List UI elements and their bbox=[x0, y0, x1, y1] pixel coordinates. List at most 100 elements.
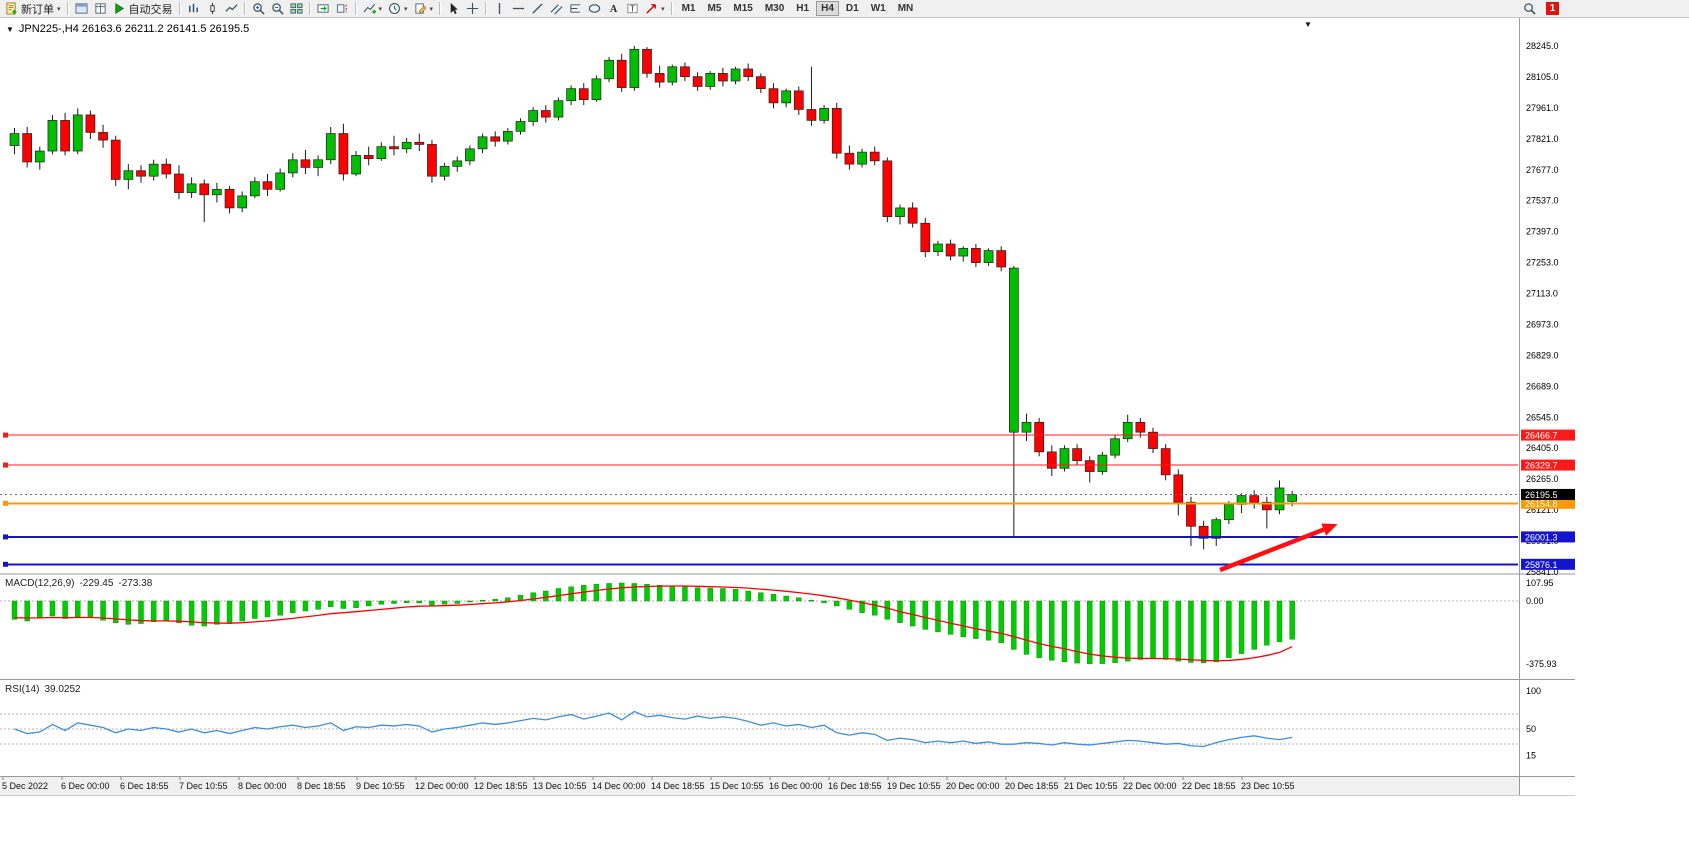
toolbar-candlestick-mode-button[interactable] bbox=[203, 1, 222, 17]
toolbar-cursor-button[interactable] bbox=[444, 1, 463, 17]
toolbar-algo-trading-label: 自动交易 bbox=[128, 3, 173, 16]
chart-menu-icon[interactable]: ▼ bbox=[6, 24, 14, 34]
toolbar-shapes-tool-button[interactable] bbox=[585, 1, 604, 17]
toolbar-right-group: 1 bbox=[1520, 1, 1559, 17]
line-anchor-marker[interactable] bbox=[3, 534, 8, 540]
timeframe-M1-button[interactable]: M1 bbox=[681, 3, 696, 14]
toolbar-separator bbox=[354, 2, 357, 15]
line-anchor-marker[interactable] bbox=[3, 432, 8, 438]
chart-title: ▼ JPN225-,H4 26163.6 26211.2 26141.5 261… bbox=[6, 23, 249, 35]
timeframe-H4-button[interactable]: H4 bbox=[816, 1, 839, 16]
timeframe-MN-button[interactable]: MN bbox=[897, 3, 914, 14]
svg-text:-375.93: -375.93 bbox=[1526, 659, 1557, 669]
svg-text:8 Dec 18:55: 8 Dec 18:55 bbox=[297, 781, 346, 791]
trend-arrow-annotation[interactable] bbox=[1219, 523, 1338, 573]
fib-icon bbox=[569, 2, 582, 15]
toolbar-zoom-out-button[interactable] bbox=[268, 1, 287, 17]
svg-text:100: 100 bbox=[1526, 686, 1541, 696]
zoom-out-icon bbox=[271, 2, 284, 15]
svg-text:26829.0: 26829.0 bbox=[1526, 350, 1559, 360]
toolbar-new-order-button[interactable]: 新订单 ▾ bbox=[2, 1, 64, 17]
timeframe-M5-button[interactable]: M5 bbox=[707, 3, 722, 14]
toolbar-chart-shift-button[interactable] bbox=[333, 1, 352, 17]
toolbar-fibonacci-tool-button[interactable] bbox=[566, 1, 585, 17]
toolbar-vertical-line-tool-button[interactable] bbox=[490, 1, 509, 17]
svg-text:26195.5: 26195.5 bbox=[1525, 490, 1558, 500]
dropdown-caret-icon: ▾ bbox=[404, 5, 408, 13]
toolbar-data-window-button[interactable] bbox=[91, 1, 110, 17]
timeframe-W1-button[interactable]: W1 bbox=[870, 3, 886, 14]
timeframe-M15-button[interactable]: M15 bbox=[733, 3, 753, 14]
svg-text:25841.0: 25841.0 bbox=[1526, 567, 1559, 577]
line-anchor-marker[interactable] bbox=[3, 561, 8, 567]
arrow-obj-icon bbox=[645, 2, 658, 15]
dropdown-caret-icon: ▾ bbox=[378, 5, 383, 13]
label-t-icon: T bbox=[626, 2, 639, 15]
svg-text:12 Dec 00:00: 12 Dec 00:00 bbox=[415, 781, 469, 791]
autoscroll-icon bbox=[316, 2, 330, 15]
toolbar-label-tool-button[interactable]: T bbox=[623, 1, 642, 17]
toolbar-horizontal-line-tool-button[interactable] bbox=[509, 1, 528, 17]
svg-text:8 Dec 00:00: 8 Dec 00:00 bbox=[238, 781, 287, 791]
line-anchor-marker[interactable] bbox=[3, 462, 8, 468]
timeframe-D1-button[interactable]: D1 bbox=[845, 3, 859, 14]
toolbar-search-button[interactable] bbox=[1520, 1, 1539, 17]
rsi-indicator-label: RSI(14) 39.0252 bbox=[5, 684, 81, 695]
svg-text:27961.0: 27961.0 bbox=[1526, 103, 1559, 113]
toolbar-arrow-objects-button[interactable]: ▾ bbox=[642, 1, 668, 17]
toolbar-separator bbox=[670, 2, 673, 15]
toolbar-separator bbox=[439, 2, 442, 15]
toolbar-separator bbox=[178, 2, 181, 15]
toolbar-periods-button[interactable]: ▾ bbox=[385, 1, 411, 17]
chart-background bbox=[0, 18, 1689, 858]
toolbar-crosshair-button[interactable] bbox=[463, 1, 482, 17]
toolbar-line-chart-mode-button[interactable] bbox=[222, 1, 241, 17]
toolbar-tile-windows-button[interactable] bbox=[287, 1, 306, 17]
book-icon bbox=[94, 2, 107, 15]
toolbar-separator bbox=[308, 2, 311, 15]
toolbar-auto-scroll-button[interactable] bbox=[314, 1, 333, 17]
scroll-to-end-icon[interactable]: ▼ bbox=[1304, 20, 1312, 29]
hline-objects[interactable] bbox=[0, 432, 1518, 567]
toolbar-zoom-in-button[interactable] bbox=[249, 1, 268, 17]
macd-indicator-label: MACD(12,26,9) -229.45 -273.38 bbox=[5, 578, 152, 589]
toolbar-templates-button[interactable]: ▾ bbox=[411, 1, 437, 17]
macd-signal-value: -273.38 bbox=[118, 578, 153, 589]
svg-text:27253.0: 27253.0 bbox=[1526, 258, 1559, 268]
toolbar-algo-trading-button[interactable]: 自动交易 bbox=[110, 1, 176, 17]
svg-text:26545.0: 26545.0 bbox=[1526, 412, 1559, 422]
toolbar-separator bbox=[66, 2, 69, 15]
toolbar-trendline-tool-button[interactable] bbox=[528, 1, 547, 17]
timeframe-M30-button[interactable]: M30 bbox=[764, 3, 785, 14]
timeframe-H1-button[interactable]: H1 bbox=[796, 3, 810, 14]
line-anchor-marker[interactable] bbox=[3, 500, 8, 506]
toolbar-bar-chart-mode-button[interactable] bbox=[184, 1, 203, 17]
svg-text:23 Dec 10:55: 23 Dec 10:55 bbox=[1241, 781, 1295, 791]
vline-icon bbox=[493, 2, 506, 15]
price-axis: 28245.0 28105.0 27961.0 27821.0 27677.0 27537… bbox=[1526, 41, 1559, 577]
rsi-value: 39.0252 bbox=[44, 684, 81, 695]
svg-text:27113.0: 27113.0 bbox=[1526, 289, 1558, 299]
svg-text:9 Dec 10:55: 9 Dec 10:55 bbox=[356, 781, 405, 791]
svg-text:26466.7: 26466.7 bbox=[1525, 431, 1558, 441]
svg-text:6 Dec 00:00: 6 Dec 00:00 bbox=[61, 781, 110, 791]
toolbar-text-tool-button[interactable]: A bbox=[604, 1, 623, 17]
svg-text:0.00: 0.00 bbox=[1526, 596, 1544, 606]
toolbar-new-order-label: 新订单 bbox=[21, 3, 54, 16]
svg-text:26154.8: 26154.8 bbox=[1525, 499, 1558, 509]
candle-icon bbox=[206, 2, 219, 15]
svg-text:27537.0: 27537.0 bbox=[1526, 196, 1559, 206]
toolbar-channel-tool-button[interactable] bbox=[547, 1, 566, 17]
toolbar-indicators-button[interactable]: ▾ bbox=[360, 1, 386, 17]
svg-text:13 Dec 10:55: 13 Dec 10:55 bbox=[533, 781, 587, 791]
notification-badge[interactable]: 1 bbox=[1546, 2, 1559, 15]
zoom-in-icon bbox=[252, 2, 265, 15]
svg-text:T: T bbox=[630, 4, 635, 13]
channel-icon bbox=[550, 2, 563, 15]
dropdown-caret-icon: ▾ bbox=[429, 5, 434, 13]
hline-icon bbox=[512, 2, 525, 15]
svg-text:5 Dec 2022: 5 Dec 2022 bbox=[2, 781, 48, 791]
toolbar-depth-of-market-button[interactable] bbox=[72, 1, 91, 17]
macd-value: -229.45 bbox=[79, 578, 114, 589]
